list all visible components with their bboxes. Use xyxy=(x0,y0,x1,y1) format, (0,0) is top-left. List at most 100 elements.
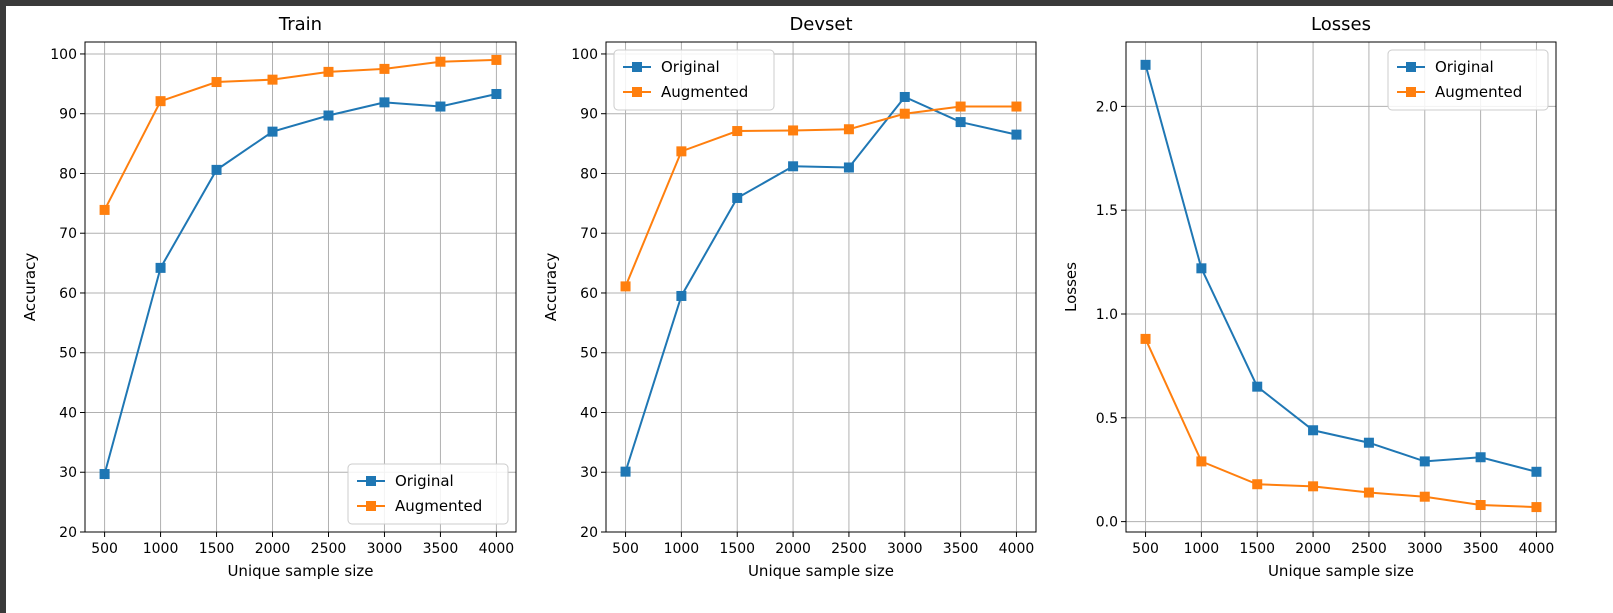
data-point xyxy=(379,63,390,74)
data-point xyxy=(379,97,390,108)
x-tick-label: 2500 xyxy=(1351,541,1387,557)
data-point xyxy=(732,126,743,137)
y-tick-label: 70 xyxy=(59,226,77,242)
data-point xyxy=(1196,456,1207,467)
y-tick-label: 50 xyxy=(59,346,77,362)
x-tick-label: 500 xyxy=(91,541,118,557)
data-point xyxy=(1308,481,1319,492)
y-tick-label: 100 xyxy=(50,47,77,63)
data-point xyxy=(843,162,854,173)
series-line xyxy=(103,58,497,211)
data-point xyxy=(323,110,334,121)
data-point xyxy=(899,91,910,102)
data-point xyxy=(1308,425,1319,436)
data-point xyxy=(1363,487,1374,498)
x-tick-label: 1000 xyxy=(664,541,700,557)
series-original xyxy=(620,91,1022,477)
data-point xyxy=(788,125,799,136)
y-tick-label: 0.0 xyxy=(1096,515,1118,531)
data-point xyxy=(491,88,502,99)
data-point xyxy=(676,146,687,157)
x-tick-label: 500 xyxy=(1132,541,1159,557)
y-axis-label: Accuracy xyxy=(21,253,39,322)
x-tick-label: 2000 xyxy=(255,541,291,557)
x-tick-label: 2500 xyxy=(311,541,347,557)
legend-label: Original xyxy=(1435,58,1494,76)
data-point xyxy=(1011,101,1022,112)
data-point xyxy=(1252,381,1263,392)
legend-marker xyxy=(1406,62,1416,72)
y-tick-label: 40 xyxy=(580,405,598,421)
data-point xyxy=(267,74,278,85)
legend-marker xyxy=(632,87,642,97)
x-tick-label: 4000 xyxy=(999,541,1035,557)
y-tick-label: 30 xyxy=(580,465,598,481)
data-point xyxy=(955,117,966,128)
x-axis-label: Unique sample size xyxy=(748,562,894,580)
y-tick-label: 20 xyxy=(59,525,77,541)
chart-panel-devset: 500 1000 1500 2000 2500 3000 3500 4000 20 30 40 50 6… xyxy=(542,14,1037,580)
x-tick-label: 3000 xyxy=(367,541,403,557)
legend: Original Augmented xyxy=(1387,49,1549,111)
chart-title: Train xyxy=(278,14,322,35)
data-point xyxy=(491,54,502,65)
y-tick-label: 20 xyxy=(580,525,598,541)
legend-marker xyxy=(632,62,642,72)
y-tick-label: 1.5 xyxy=(1096,203,1118,219)
data-point xyxy=(155,262,166,273)
chart-title: Devset xyxy=(789,14,852,35)
legend-label: Augmented xyxy=(1435,83,1522,101)
data-point xyxy=(676,290,687,301)
y-tick-label: 60 xyxy=(580,286,598,302)
y-axis-label: Accuracy xyxy=(542,253,560,322)
legend-box xyxy=(347,463,509,525)
data-point xyxy=(1475,500,1486,511)
legend-marker xyxy=(366,501,376,511)
series-original xyxy=(99,88,502,480)
x-axis-label: Unique sample size xyxy=(1268,562,1414,580)
series-augmented xyxy=(1140,333,1542,513)
series-line xyxy=(1144,338,1537,509)
x-tick-label: 3500 xyxy=(1463,541,1499,557)
data-point xyxy=(1419,491,1430,502)
y-tick-label: 60 xyxy=(59,286,77,302)
x-tick-label: 4000 xyxy=(479,541,515,557)
chart-title: Losses xyxy=(1311,14,1371,35)
y-tick-label: 90 xyxy=(59,107,77,123)
data-point xyxy=(788,161,799,172)
data-point xyxy=(955,101,966,112)
x-tick-label: 3000 xyxy=(1407,541,1443,557)
x-tick-label: 1000 xyxy=(143,541,179,557)
data-point xyxy=(1363,437,1374,448)
legend-marker xyxy=(1406,87,1416,97)
data-point xyxy=(1531,502,1542,513)
data-point xyxy=(211,77,222,88)
data-point xyxy=(843,124,854,135)
y-tick-label: 2.0 xyxy=(1096,99,1118,115)
series-line xyxy=(624,95,1017,472)
plot-frame xyxy=(84,41,517,533)
series-line xyxy=(1144,64,1537,473)
x-axis-label: Unique sample size xyxy=(227,562,373,580)
x-tick-label: 2000 xyxy=(1295,541,1331,557)
y-tick-label: 80 xyxy=(59,166,77,182)
grid-lines xyxy=(1126,42,1556,532)
grid-lines xyxy=(85,42,516,533)
series-line xyxy=(624,105,1017,287)
y-tick-label: 100 xyxy=(571,47,598,63)
chart-panel-losses: 500 1000 1500 2000 2500 3000 3500 4000 0.0 0.5 1.0… xyxy=(1062,14,1557,580)
chart-panel-train: 500 1000 1500 2000 2500 3000 3500 4000 20 30 40 50 6… xyxy=(21,14,517,580)
grid-lines xyxy=(606,42,1036,533)
data-point xyxy=(435,101,446,112)
x-tick-label: 3000 xyxy=(887,541,923,557)
y-tick-label: 0.5 xyxy=(1096,411,1118,427)
data-point xyxy=(1011,129,1022,140)
series-original xyxy=(1140,59,1542,477)
plot-frame xyxy=(605,41,1037,533)
y-tick-label: 80 xyxy=(580,166,598,182)
x-tick-label: 3500 xyxy=(943,541,979,557)
legend: Original Augmented xyxy=(613,49,775,111)
data-point xyxy=(1252,479,1263,490)
data-point xyxy=(1531,466,1542,477)
legend-label: Augmented xyxy=(661,83,748,101)
